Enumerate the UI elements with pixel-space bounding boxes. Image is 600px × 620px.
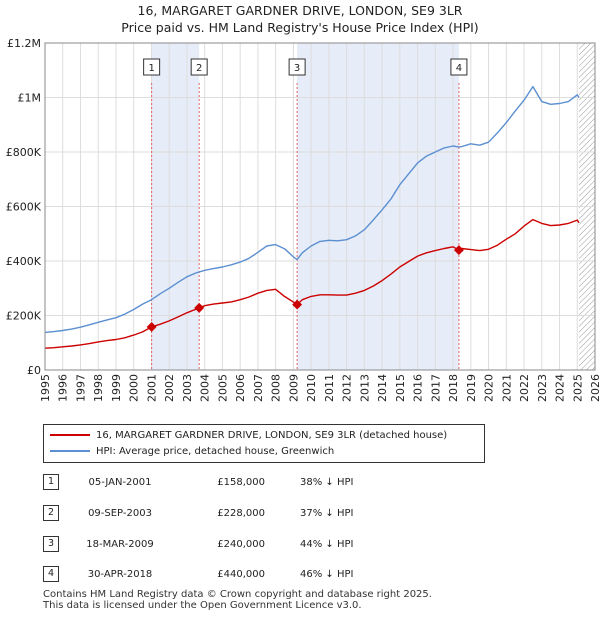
transaction-marker bbox=[194, 302, 205, 313]
x-tick-label: 2002 bbox=[163, 374, 176, 402]
x-tick-label: 2024 bbox=[554, 374, 567, 402]
transaction-label-box bbox=[190, 58, 208, 76]
transaction-marker bbox=[146, 321, 157, 332]
x-tick-label: 2018 bbox=[447, 374, 460, 402]
footer-copyright: Contains HM Land Registry data © Crown c… bbox=[43, 589, 432, 600]
x-tick-label: 1999 bbox=[110, 374, 123, 402]
x-tick-label: 2000 bbox=[128, 374, 141, 402]
property-series-line bbox=[44, 218, 580, 349]
y-tick-label: £1M bbox=[18, 92, 42, 105]
x-tick-label: 2009 bbox=[287, 374, 300, 402]
legend-label-property: 16, MARGARET GARDNER DRIVE, LONDON, SE9 … bbox=[96, 430, 448, 441]
x-tick-label: 2003 bbox=[181, 374, 194, 402]
x-tick-label: 2012 bbox=[341, 374, 354, 402]
transaction-hpi-diff: 46% ↓ HPI bbox=[300, 569, 354, 580]
transaction-label-box bbox=[450, 58, 468, 76]
transaction-number-box: 4 bbox=[43, 566, 59, 582]
x-tick-label: 1996 bbox=[57, 374, 70, 402]
legend-label-hpi: HPI: Average price, detached house, Gree… bbox=[96, 446, 335, 457]
legend-item-hpi: HPI: Average price, detached house, Gree… bbox=[50, 445, 334, 459]
transaction-price: £440,000 bbox=[217, 569, 265, 580]
x-tick-label: 2005 bbox=[216, 374, 229, 402]
x-tick-label: 2007 bbox=[252, 374, 265, 402]
x-tick-label: 2020 bbox=[483, 374, 496, 402]
chart-title-line1: 16, MARGARET GARDNER DRIVE, LONDON, SE9 … bbox=[137, 3, 463, 18]
x-tick-label: 1998 bbox=[92, 374, 105, 402]
legend-swatch-property bbox=[50, 434, 90, 436]
chart-title: 16, MARGARET GARDNER DRIVE, LONDON, SE9 … bbox=[0, 2, 600, 36]
table-row: 4 30-APR-2018 £440,000 46% ↓ HPI bbox=[0, 566, 600, 584]
transaction-label: 4 bbox=[456, 63, 462, 74]
legend: 16, MARGARET GARDNER DRIVE, LONDON, SE9 … bbox=[43, 424, 485, 463]
transaction-label: 3 bbox=[294, 63, 300, 74]
transaction-date: 05-JAN-2001 bbox=[88, 477, 152, 488]
x-tick-label: 1997 bbox=[74, 374, 87, 402]
x-tick-label: 1995 bbox=[39, 374, 52, 402]
hpi-series-line bbox=[44, 85, 580, 334]
transaction-hpi-diff: 37% ↓ HPI bbox=[300, 508, 354, 519]
y-tick-label: £600K bbox=[6, 201, 42, 214]
x-tick-label: 2014 bbox=[376, 374, 389, 402]
transaction-price: £228,000 bbox=[217, 508, 265, 519]
footer-licence: This data is licensed under the Open Gov… bbox=[43, 600, 362, 611]
transaction-marker bbox=[453, 245, 464, 256]
x-tick-label: 2017 bbox=[429, 374, 442, 402]
transaction-date: 09-SEP-2003 bbox=[88, 508, 152, 519]
transaction-label-box bbox=[143, 58, 161, 76]
transaction-hpi-diff: 44% ↓ HPI bbox=[300, 539, 354, 550]
price-chart: 1 2 3 4 £0 £200K £400K £600K £800K £1M £1.2M 1995 1… bbox=[6, 37, 600, 402]
transaction-label: 2 bbox=[196, 63, 202, 74]
x-tick-label: 2006 bbox=[234, 374, 247, 402]
transaction-number-box: 2 bbox=[43, 505, 59, 521]
transaction-marker bbox=[292, 299, 303, 310]
table-row: 3 18-MAR-2009 £240,000 44% ↓ HPI bbox=[0, 536, 600, 554]
transaction-date: 30-APR-2018 bbox=[87, 569, 153, 580]
y-tick-label: £400K bbox=[6, 255, 42, 268]
legend-item-property: 16, MARGARET GARDNER DRIVE, LONDON, SE9 … bbox=[50, 429, 447, 443]
transaction-date: 18-MAR-2009 bbox=[86, 539, 154, 550]
y-tick-label: £0 bbox=[27, 364, 41, 377]
x-tick-label: 2019 bbox=[465, 374, 478, 402]
transaction-label-box bbox=[288, 58, 306, 76]
x-tick-label: 2001 bbox=[145, 374, 158, 402]
transaction-number-box: 1 bbox=[43, 474, 59, 490]
transaction-hpi-diff: 38% ↓ HPI bbox=[300, 477, 354, 488]
transaction-price: £158,000 bbox=[217, 477, 265, 488]
x-tick-label: 2016 bbox=[412, 374, 425, 402]
x-tick-label: 2004 bbox=[199, 374, 212, 402]
x-tick-label: 2010 bbox=[305, 374, 318, 402]
chart-title-line2: Price paid vs. HM Land Registry's House … bbox=[121, 20, 479, 35]
footer: Contains HM Land Registry data © Crown c… bbox=[43, 589, 432, 611]
y-tick-label: £800K bbox=[6, 146, 42, 159]
table-row: 1 05-JAN-2001 £158,000 38% ↓ HPI bbox=[0, 474, 600, 492]
x-tick-label: 2025 bbox=[571, 374, 584, 402]
x-tick-label: 2022 bbox=[518, 374, 531, 402]
transaction-label: 1 bbox=[148, 63, 154, 74]
x-tick-label: 2013 bbox=[358, 374, 371, 402]
x-tick-label: 2015 bbox=[394, 374, 407, 402]
y-tick-label: £1.2M bbox=[7, 37, 41, 50]
legend-swatch-hpi bbox=[50, 450, 90, 452]
transaction-price: £240,000 bbox=[217, 539, 265, 550]
x-tick-label: 2021 bbox=[500, 374, 513, 402]
x-tick-label: 2023 bbox=[536, 374, 549, 402]
transaction-number-box: 3 bbox=[43, 536, 59, 552]
plot-frame bbox=[44, 42, 596, 371]
x-tick-label: 2008 bbox=[270, 374, 283, 402]
y-tick-label: £200K bbox=[6, 310, 42, 323]
x-tick-label: 2026 bbox=[589, 374, 600, 402]
x-tick-label: 2011 bbox=[323, 374, 336, 402]
table-row: 2 09-SEP-2003 £228,000 37% ↓ HPI bbox=[0, 505, 600, 523]
